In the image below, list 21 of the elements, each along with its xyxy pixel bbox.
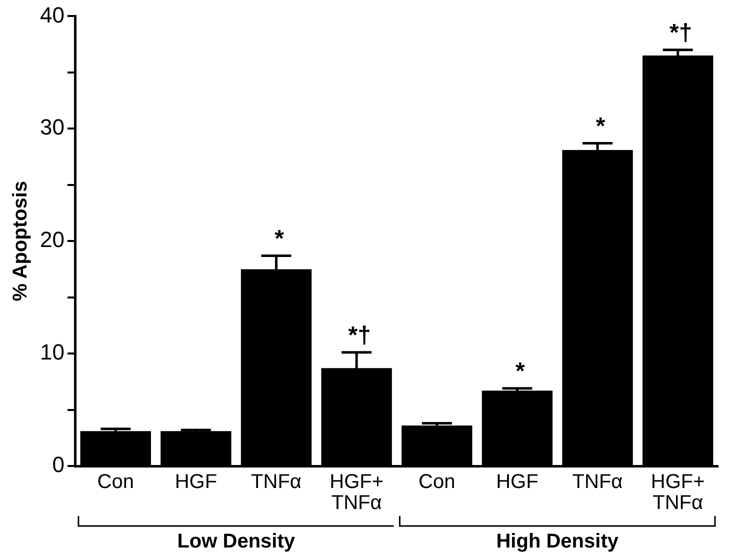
y-tick-label: 40 [40,2,64,28]
y-axis-title: % Apoptosis [10,180,32,302]
x-tick-label: HGF+ TNFα [650,471,705,514]
x-tick-label: Con [97,471,134,494]
y-tick-label: 30 [40,114,64,140]
y-tick-label: 10 [40,340,64,365]
text: Low Density [177,530,296,553]
x-tick-label: TNFα [251,471,302,494]
x-tick-label: HGF [496,471,538,494]
data-label: * [516,358,526,386]
data-label: * [274,225,285,252]
y-tick-label: 20 [40,227,64,252]
text: High Density [496,530,620,553]
x-tick-label: HGF+ TNFα [330,471,384,514]
data-label: *† [348,322,371,350]
data-label: * [596,112,606,140]
x-tick-label: TNFα [572,471,623,494]
y-tick-label: 0 [52,452,64,478]
data-label: *† [670,20,692,47]
x-tick-label: HGF [174,471,218,494]
x-tick-label: Con [418,471,456,494]
